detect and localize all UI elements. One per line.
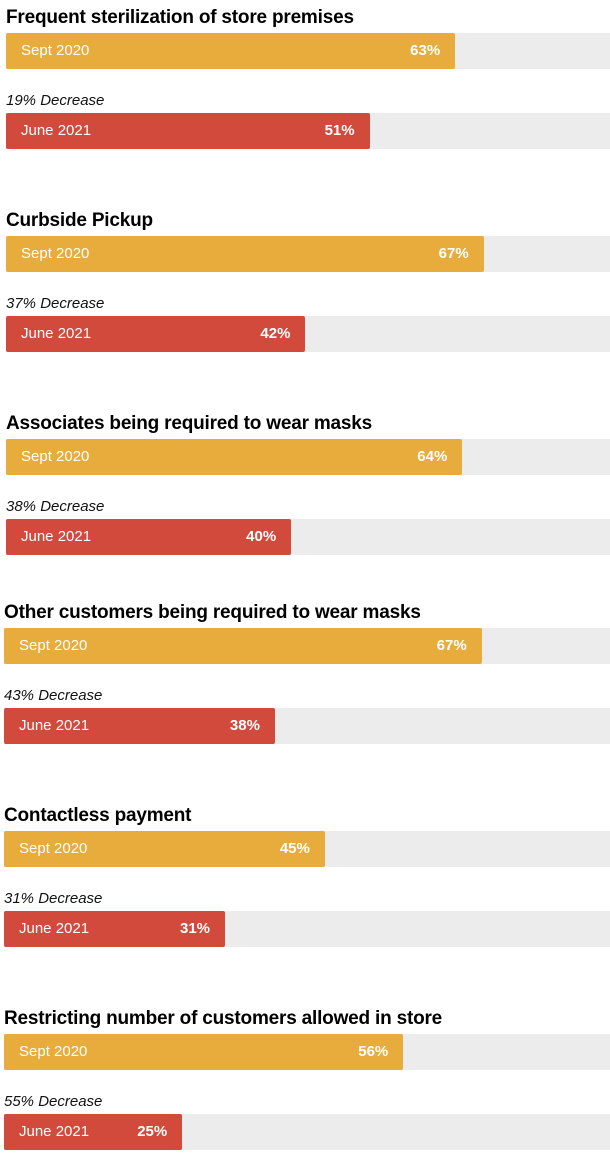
bar-june-2021: June 2021 51% [6,113,370,149]
bar-track: Sept 2020 67% [4,628,610,664]
bar-track: Sept 2020 67% [6,236,610,272]
bar-track: Sept 2020 56% [4,1034,610,1070]
bar-label: June 2021 [19,1123,90,1140]
change-label: 19% Decrease [6,92,105,109]
bar-label: June 2021 [19,717,90,734]
bar-sept-2020: Sept 2020 63% [6,33,456,69]
chart-group: Frequent sterilization of store premises… [6,7,610,152]
group-title: Restricting number of customers allowed … [4,1008,443,1029]
chart-group: Curbside Pickup 37% Decrease Sept 2020 67% J… [6,210,610,355]
bar-track: Sept 2020 64% [6,439,610,475]
bar-value-label: 42% [260,325,291,342]
bar-value-label: 67% [436,637,467,654]
bar-track: June 2021 31% [4,911,610,947]
bar-sept-2020: Sept 2020 45% [4,831,325,867]
change-label: 43% Decrease [4,687,103,704]
bar-value-label: 40% [246,528,277,545]
group-title: Frequent sterilization of store premises [6,7,354,28]
bar-value-label: 56% [358,1043,389,1060]
bar-june-2021: June 2021 25% [4,1114,183,1150]
group-title: Other customers being required to wear m… [4,602,421,623]
group-title: Curbside Pickup [6,210,153,231]
bar-june-2021: June 2021 31% [4,911,226,947]
group-title: Associates being required to wear masks [6,413,373,434]
chart-group: Restricting number of customers allowed … [4,1008,610,1153]
bar-label: June 2021 [21,528,92,545]
chart-group: Other customers being required to wear m… [4,602,610,747]
bar-track: June 2021 42% [6,316,610,352]
bar-label: Sept 2020 [21,448,90,465]
bar-label: Sept 2020 [19,637,88,654]
bar-sept-2020: Sept 2020 67% [4,628,482,664]
bar-track: Sept 2020 63% [6,33,610,69]
chart-group: Associates being required to wear masks 3… [6,413,610,558]
bar-label: June 2021 [21,122,92,139]
bar-label: Sept 2020 [19,840,88,857]
bar-june-2021: June 2021 40% [6,519,292,555]
bar-track: Sept 2020 45% [4,831,610,867]
bar-track: June 2021 40% [6,519,610,555]
bar-sept-2020: Sept 2020 67% [6,236,484,272]
bar-label: Sept 2020 [21,42,90,59]
change-label: 38% Decrease [6,498,105,515]
bar-june-2021: June 2021 38% [4,708,275,744]
chart-group: Contactless payment 31% Decrease Sept 2020… [4,805,610,950]
bar-value-label: 25% [137,1123,168,1140]
change-label: 55% Decrease [4,1093,103,1110]
group-title: Contactless payment [4,805,192,826]
bar-label: Sept 2020 [21,245,90,262]
bar-track: June 2021 38% [4,708,610,744]
bar-value-label: 38% [229,717,260,734]
bar-value-label: 51% [324,122,355,139]
bar-sept-2020: Sept 2020 56% [4,1034,404,1070]
bar-label: Sept 2020 [19,1043,88,1060]
bar-label: June 2021 [21,325,92,342]
change-label: 37% Decrease [6,295,105,312]
bar-value-label: 67% [438,245,469,262]
bar-value-label: 31% [179,920,211,937]
bar-june-2021: June 2021 42% [6,316,306,352]
bar-value-label: 64% [417,448,448,465]
bar-label: June 2021 [19,920,90,937]
bar-track: June 2021 51% [6,113,610,149]
bar-value-label: 63% [410,42,441,59]
bar-value-label: 45% [279,840,310,857]
bar-sept-2020: Sept 2020 64% [6,439,463,475]
bar-track: June 2021 25% [4,1114,610,1150]
change-label: 31% Decrease [4,890,103,907]
